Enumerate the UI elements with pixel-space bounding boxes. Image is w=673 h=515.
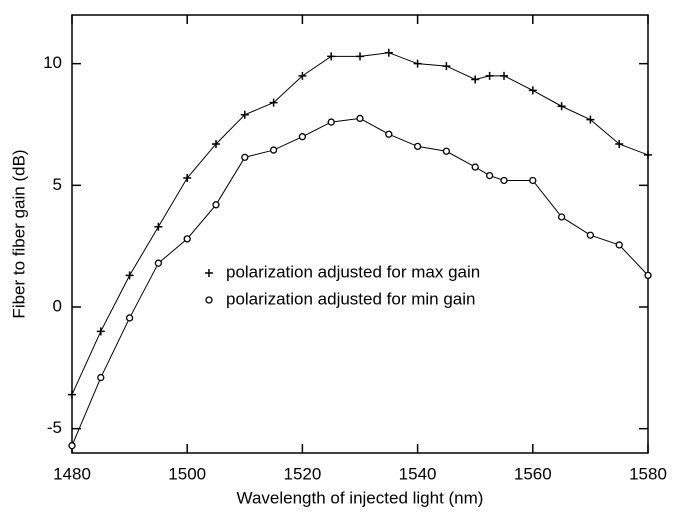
legend-marker	[205, 296, 213, 304]
data-point	[68, 442, 76, 450]
data-point	[529, 176, 537, 185]
legend-label: polarization adjusted for max gain	[226, 262, 480, 281]
data-point	[183, 174, 192, 183]
y-tick-label: 10	[43, 53, 62, 72]
x-axis-label: Wavelength of injected light (nm)	[237, 488, 484, 507]
data-point	[615, 139, 624, 148]
data-point	[298, 71, 307, 80]
data-point	[471, 75, 480, 84]
data-point	[298, 133, 307, 141]
data-point	[269, 146, 278, 154]
data-point	[240, 110, 249, 119]
data-point	[528, 86, 537, 95]
data-point	[442, 62, 451, 71]
x-tick-label: 1500	[168, 464, 206, 483]
data-point	[183, 235, 191, 243]
data-point	[68, 390, 76, 399]
y-tick-label: -5	[47, 418, 62, 437]
plot-frame	[71, 14, 649, 454]
data-point	[154, 259, 163, 267]
data-point	[356, 114, 364, 123]
data-point	[644, 150, 652, 159]
data-point	[96, 327, 105, 336]
legend-label: polarization adjusted for min gain	[226, 289, 475, 308]
data-point	[241, 153, 249, 162]
data-point	[557, 102, 566, 111]
data-point	[327, 52, 336, 61]
data-point	[385, 130, 393, 138]
x-tick-label: 1480	[53, 464, 91, 483]
data-point	[586, 115, 595, 124]
data-point	[485, 171, 494, 180]
data-point	[615, 241, 623, 249]
y-tick-label: 0	[53, 296, 62, 315]
legend-marker	[205, 269, 213, 277]
data-point	[644, 271, 652, 280]
y-axis-label: Fiber to fiber gain (dB)	[9, 149, 28, 318]
data-point	[485, 71, 494, 80]
data-point	[471, 163, 479, 171]
data-point	[327, 118, 335, 126]
y-tick-label: 5	[53, 175, 62, 194]
data-point	[97, 373, 105, 382]
data-point	[500, 71, 508, 80]
data-point	[212, 139, 220, 148]
data-point	[125, 314, 134, 322]
data-point	[154, 222, 163, 231]
series-line	[71, 52, 649, 395]
data-point	[125, 271, 134, 280]
data-point	[413, 59, 422, 68]
x-tick-label: 1540	[399, 464, 437, 483]
data-point	[212, 201, 220, 209]
data-point	[586, 231, 595, 239]
data-point	[269, 98, 278, 107]
data-point	[500, 176, 508, 185]
data-point	[557, 213, 566, 221]
data-point	[413, 142, 422, 151]
x-tick-label: 1580	[629, 464, 667, 483]
x-tick-label: 1560	[514, 464, 552, 483]
data-point	[356, 52, 364, 61]
data-point	[384, 48, 393, 57]
x-tick-label: 1520	[283, 464, 321, 483]
series-line	[71, 117, 649, 446]
data-point	[442, 147, 451, 155]
